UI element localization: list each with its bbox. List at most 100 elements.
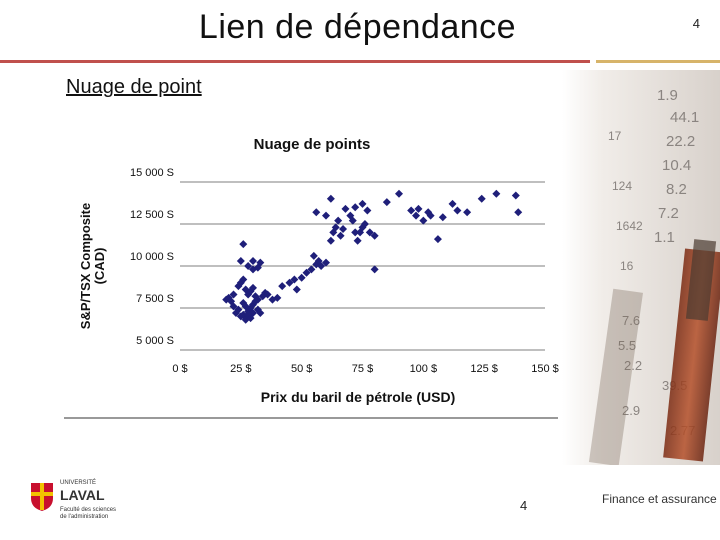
data-point: [292, 285, 301, 294]
logo-line-faculte: Faculté des sciences: [60, 507, 117, 513]
data-point: [336, 231, 345, 240]
y-axis-label-line1: S&P/TSX Composite: [78, 203, 93, 329]
logo-line-universite: UNIVERSITÉ: [60, 480, 97, 486]
financial-figures-image: 1.9 44.1 22.2 10.4 8.2 7.2 1.1 17 124 16…: [562, 70, 720, 465]
data-point: [244, 262, 253, 270]
data-point: [426, 211, 435, 220]
slide-title: Lien de dépendance: [198, 8, 517, 46]
data-point: [382, 198, 391, 207]
data-point: [334, 216, 343, 225]
data-point: [348, 216, 357, 225]
svg-text:7.2: 7.2: [658, 205, 679, 222]
data-point: [463, 208, 472, 217]
page-number-top: 4: [692, 16, 700, 31]
data-point: [234, 305, 243, 314]
x-tick-label: 100 $: [410, 363, 438, 375]
data-point: [322, 258, 330, 267]
data-point: [329, 228, 338, 237]
data-point: [414, 204, 423, 213]
data-point: [395, 189, 403, 198]
x-tick-label: 50 $: [291, 363, 312, 375]
data-point: [346, 211, 355, 220]
data-point: [278, 282, 287, 291]
data-point: [236, 278, 245, 287]
data-point: [314, 256, 323, 265]
data-point: [353, 236, 362, 245]
svg-text:5.5: 5.5: [618, 338, 636, 353]
data-point: [239, 240, 248, 249]
data-point: [407, 206, 416, 215]
data-point: [297, 273, 306, 282]
data-point: [351, 203, 360, 212]
data-point: [290, 275, 299, 284]
x-tick-label: 125 $: [470, 363, 498, 375]
logo-line-laval: LAVAL: [60, 487, 105, 503]
data-point: [492, 189, 501, 198]
svg-text:124: 124: [612, 179, 632, 193]
svg-text:8.2: 8.2: [666, 181, 687, 198]
data-point: [365, 228, 374, 237]
data-point: [285, 278, 294, 287]
data-point: [438, 213, 447, 222]
chart-title: Nuage de points: [254, 136, 371, 153]
y-tick-label: 15 000 S: [130, 167, 174, 179]
data-point: [351, 228, 360, 237]
data-point: [231, 309, 240, 318]
data-point: [256, 258, 265, 267]
data-point: [312, 208, 321, 217]
y-tick-label: 5 000 S: [136, 335, 174, 347]
data-point: [370, 231, 379, 240]
footer-brand: Finance et assurance: [602, 492, 717, 506]
data-point: [370, 265, 379, 274]
data-point: [322, 211, 330, 220]
data-point: [307, 265, 316, 274]
data-point: [317, 262, 326, 270]
data-point: [448, 199, 457, 208]
svg-text:22.2: 22.2: [666, 133, 695, 150]
data-point: [261, 288, 270, 297]
data-point: [273, 293, 282, 302]
data-point: [268, 295, 277, 304]
page-number-footer: 4: [520, 498, 528, 513]
data-point: [419, 216, 428, 225]
svg-text:1.1: 1.1: [654, 229, 675, 246]
data-point: [412, 211, 421, 220]
data-point: [514, 208, 523, 217]
title-rule-red: [0, 60, 590, 63]
data-point: [241, 302, 250, 311]
x-axis-label: Prix du baril de pétrole (USD): [261, 389, 455, 405]
y-axis-label-line2: (CAD): [92, 248, 107, 285]
svg-text:10.4: 10.4: [662, 157, 691, 174]
y-tick-label: 10 000 S: [130, 251, 174, 263]
scatter-chart: Nuage de points 5 000 S 7 500 S 10 000 S 12…: [64, 136, 559, 419]
data-point: [326, 194, 335, 203]
svg-text:44.1: 44.1: [670, 109, 699, 126]
data-point: [256, 309, 265, 318]
svg-text:7.6: 7.6: [622, 313, 640, 328]
shield-icon: [31, 483, 53, 511]
data-point: [326, 236, 335, 245]
data-point: [331, 223, 340, 232]
data-point: [241, 285, 250, 294]
svg-text:1.9: 1.9: [657, 87, 678, 104]
data-point: [239, 298, 248, 307]
data-point: [356, 228, 365, 237]
data-point: [263, 290, 272, 299]
data-point: [358, 199, 367, 208]
data-point: [477, 194, 486, 203]
data-point: [249, 265, 257, 274]
data-point: [360, 220, 369, 228]
data-point: [251, 297, 260, 306]
data-point: [363, 206, 372, 215]
data-point: [249, 256, 257, 265]
x-tick-label: 150 $: [531, 363, 559, 375]
data-point: [229, 302, 238, 311]
data-point: [246, 314, 255, 323]
data-point: [302, 268, 311, 277]
svg-text:2.9: 2.9: [622, 403, 640, 418]
data-point: [236, 256, 245, 265]
svg-text:17: 17: [608, 129, 622, 143]
svg-text:16: 16: [620, 259, 634, 273]
data-point: [239, 275, 248, 284]
y-tick-label: 12 500 S: [130, 209, 174, 221]
